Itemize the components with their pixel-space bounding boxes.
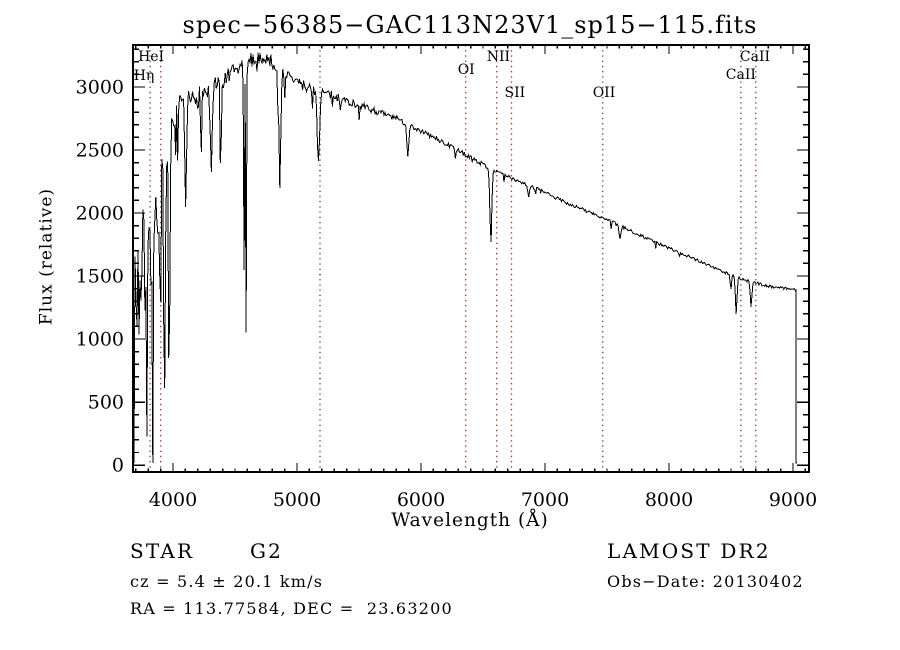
y-tick-label: 0 (112, 455, 124, 477)
plot-frame (132, 44, 810, 473)
chart-title: spec−56385−GAC113N23V1_sp15−115.fits (182, 11, 758, 39)
x-tick-label: 4000 (149, 489, 197, 511)
spectral-line-label: OII (593, 85, 616, 101)
spectral-line-label: OI (458, 62, 475, 78)
obs-date-label: Obs−Date: 20130402 (607, 572, 804, 591)
radial-velocity-label: cz = 5.4 ± 20.1 km/s (130, 572, 324, 591)
y-tick-label: 1500 (76, 266, 124, 288)
object-class-label: STAR (130, 539, 195, 563)
spectral-line-label: HeI (138, 49, 164, 65)
spectral-line-label: SII (505, 85, 526, 101)
spectral-line-label: CaII (740, 49, 770, 65)
x-tick-label: 8000 (645, 489, 693, 511)
x-tick-label: 5000 (273, 489, 321, 511)
survey-release-label: LAMOST DR2 (607, 539, 771, 563)
y-tick-label: 2000 (76, 203, 124, 225)
x-tick-label: 9000 (769, 489, 817, 511)
y-tick-label: 500 (88, 392, 124, 414)
spectral-line-label: Hη (134, 68, 155, 84)
y-tick-label: 3000 (76, 77, 124, 99)
coordinates-label: RA = 113.77584, DEC = 23.63200 (130, 599, 453, 618)
object-subclass-label: G2 (250, 539, 284, 563)
y-tick-label: 2500 (76, 140, 124, 162)
y-tick-label: 1000 (76, 329, 124, 351)
x-tick-label: 7000 (521, 489, 569, 511)
spectral-line-label: CaII (726, 67, 756, 83)
x-tick-label: 6000 (397, 489, 445, 511)
spectrum-path (133, 52, 797, 464)
x-axis-title: Wavelength (Å) (391, 510, 549, 531)
y-axis-title: Flux (relative) (36, 187, 57, 326)
spectral-line-label: NII (487, 49, 510, 65)
